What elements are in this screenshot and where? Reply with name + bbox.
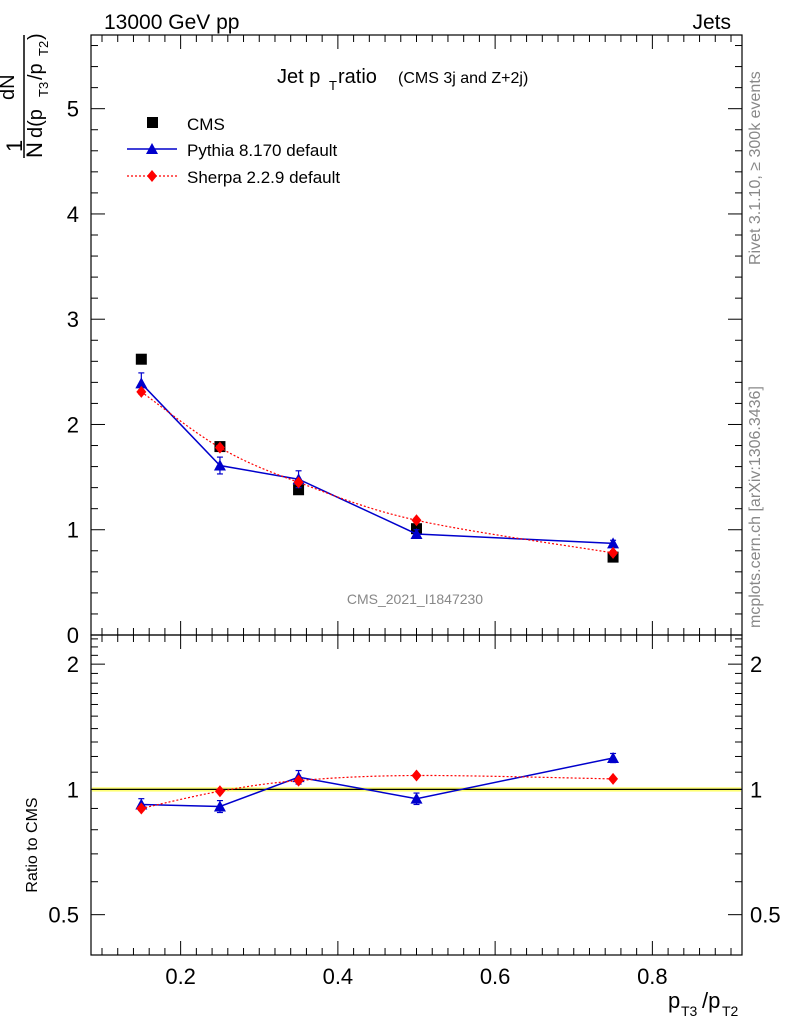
- main-sherpa-point: [411, 514, 422, 527]
- plot-title: Jet p T ratio (CMS 3j and Z+2j): [277, 66, 528, 93]
- ratio-ytick-label-right: 2: [750, 652, 762, 677]
- main-ytick-label: 0: [67, 623, 79, 648]
- legend-sherpa-label: Sherpa 2.2.9 default: [187, 168, 340, 187]
- ylabel-t3: T3: [36, 82, 51, 97]
- ratio-sherpa-point: [608, 772, 619, 785]
- main-sherpa-point: [293, 476, 304, 489]
- xtick-label: 0.8: [637, 964, 668, 989]
- xlabel-p2: /p: [702, 988, 720, 1013]
- xlabel-s2: T2: [722, 1003, 739, 1019]
- main-ytick-label: 2: [67, 412, 79, 437]
- ratio-reference-band: [91, 787, 742, 792]
- ratio-ytick-label: 0.5: [48, 903, 79, 928]
- main-ytick-label: 4: [67, 202, 79, 227]
- title-rest: ratio: [338, 66, 377, 88]
- main-series-marks: [135, 353, 620, 563]
- ratio-pythia-point: [213, 800, 226, 812]
- xlabel-s1: T3: [681, 1003, 698, 1019]
- ratio-ytick-label: 1: [67, 777, 79, 802]
- legend-cms-label: CMS: [187, 115, 225, 134]
- title-small: (CMS 3j and Z+2j): [398, 70, 528, 87]
- ratio-ytick-label-right: 0.5: [750, 903, 781, 928]
- ylabel-d: d(p: [25, 109, 47, 138]
- mcplots-label: mcplots.cern.ch [arXiv:1306.3436]: [747, 386, 764, 628]
- main-sherpa-line: [140, 391, 614, 554]
- legend: CMS Pythia 8.170 default Sherpa 2.2.9 de…: [127, 115, 340, 187]
- legend-sherpa-marker: [147, 170, 157, 182]
- ratio-sherpa-point: [411, 769, 422, 782]
- analysis-watermark: CMS_2021_I1847230: [347, 591, 483, 607]
- xtick-label: 0.2: [165, 964, 196, 989]
- main-ytick-label: 5: [67, 97, 79, 122]
- title-main: Jet p: [277, 66, 320, 88]
- main-ytick-label: 1: [67, 518, 79, 543]
- ylabel-n: N: [22, 142, 47, 158]
- main-pythia-point: [135, 377, 148, 389]
- main-pythia-point: [607, 537, 620, 549]
- main-cms-point: [135, 353, 147, 365]
- ratio-pythia-point: [410, 792, 423, 804]
- ratio-pythia-line: [141, 757, 614, 808]
- title-sub: T: [329, 78, 337, 93]
- ylabel-one: 1: [2, 140, 27, 152]
- ratio-ytick-label-right: 1: [750, 777, 762, 802]
- ratio-ytick-label: 2: [67, 652, 79, 677]
- ratio-sherpa-line: [141, 774, 614, 810]
- xlabel-p1: p: [668, 988, 680, 1013]
- legend-pythia-label: Pythia 8.170 default: [187, 141, 338, 160]
- main-pythia-point: [213, 459, 226, 471]
- header-left: 13000 GeV pp: [104, 11, 239, 34]
- main-pythia-line: [140, 382, 614, 545]
- main-sherpa-point: [136, 385, 147, 398]
- main-axis-ticks: 0 1 2 3 4 5: [67, 35, 742, 648]
- ratio-series-marks: [135, 751, 620, 815]
- ratio-axis-ticks: 0.5 0.5 1 1 2 2 0.2 0.4 0.6 0.8: [48, 635, 781, 989]
- main-sherpa-point: [214, 441, 225, 454]
- ratio-sherpa-point: [214, 785, 225, 798]
- xtick-label: 0.4: [323, 964, 354, 989]
- ylabel-close: ): [25, 33, 47, 40]
- main-ytick-label: 3: [67, 307, 79, 332]
- header-right: Jets: [692, 11, 731, 34]
- ratio-pythia-point: [607, 751, 620, 763]
- legend-pythia-marker: [146, 143, 158, 154]
- rivet-label: Rivet 3.1.10, ≥ 300k events: [747, 71, 764, 265]
- ylabel-ratio: Ratio to CMS: [24, 797, 41, 892]
- main-sherpa-point: [608, 546, 619, 559]
- ratio-sherpa-point: [293, 774, 304, 787]
- ylabel-slash: /p: [25, 63, 47, 80]
- ylabel-dn: dN: [0, 74, 19, 100]
- main-pythia-point: [410, 527, 423, 539]
- xtick-label: 0.6: [480, 964, 511, 989]
- main-cms-point: [293, 484, 305, 496]
- ratio-sherpa-point: [136, 802, 147, 815]
- ylabel-main: 1 N dN d(p T3 /p T2 ): [0, 33, 51, 158]
- ylabel-t2: T2: [36, 41, 51, 56]
- legend-cms-marker: [147, 117, 158, 128]
- xlabel: p T3 /p T2: [668, 988, 739, 1019]
